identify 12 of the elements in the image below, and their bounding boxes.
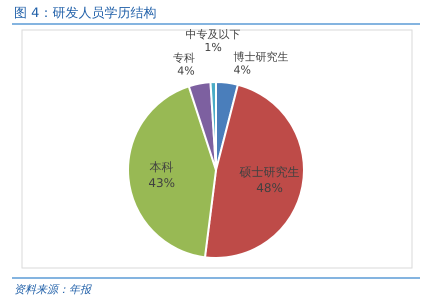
chart-title: 图 4：研发人员学历结构 <box>14 6 156 21</box>
text: 资料来源：年报 <box>14 283 92 296</box>
data-label: 4% <box>234 64 251 77</box>
data-label: 4% <box>177 64 195 78</box>
slice-label: 本科 <box>150 160 174 174</box>
slice-label: 博士研究生 <box>234 50 289 64</box>
data-label: 43% <box>148 176 176 190</box>
slice-label: 硕士研究生 <box>238 165 300 180</box>
data-label: 48% <box>256 181 283 196</box>
slice-label: 中专及以下 <box>186 28 241 42</box>
data-label: 1% <box>204 41 222 54</box>
slice-label: 专科 <box>172 52 195 65</box>
